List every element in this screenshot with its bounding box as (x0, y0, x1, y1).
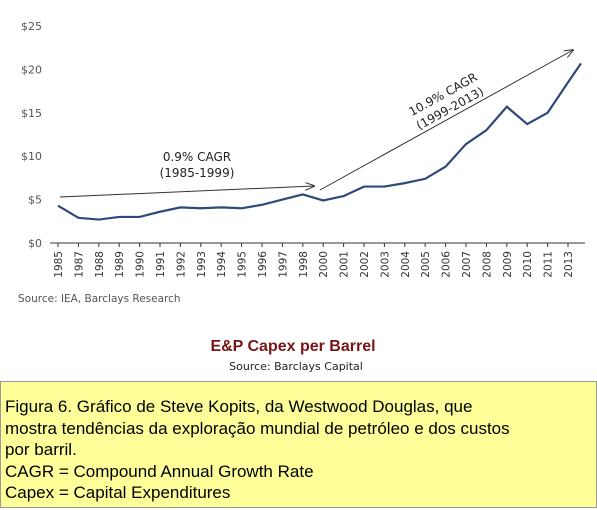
x-tick-label: 1991 (155, 251, 167, 278)
caption-line: por barril. (5, 440, 77, 459)
x-tick-label: 1992 (175, 251, 187, 278)
x-tick-label: 1988 (94, 251, 106, 278)
chart: 0.9% CAGR (1985-1999) 10.9% CAGR (1999-2… (18, 20, 585, 373)
x-tick-label: 2013 (563, 251, 575, 278)
caption-line: Figura 6. Gráfico de Steve Kopits, da We… (5, 397, 473, 416)
x-tick-label: 2010 (522, 251, 534, 278)
y-tick-label: $10 (21, 150, 42, 163)
x-tick-label: 2006 (441, 251, 453, 278)
x-tick-label: 2004 (400, 251, 412, 278)
y-tick-label: $20 (21, 63, 42, 76)
x-tick-label: 1995 (237, 251, 249, 278)
source: Source: IEA, Barclays Research (18, 293, 181, 305)
y-tick-label: $0 (28, 237, 42, 250)
caption-line: Capex = Capital Expenditures (5, 483, 231, 502)
annotation: 0.9% CAGR (163, 150, 231, 164)
arrow (319, 50, 573, 191)
x-tick-label: 2001 (339, 251, 351, 278)
x-tick-label: 2008 (481, 251, 493, 278)
x-tick-label: 1998 (298, 251, 310, 278)
x-tick-label: 1987 (73, 251, 85, 278)
x-tick-label: 1989 (114, 251, 126, 278)
x-tick-label: 1990 (135, 251, 147, 278)
y-tick-label: $25 (21, 20, 42, 33)
caption-box: Figura 6. Gráfico de Steve Kopits, da We… (0, 381, 597, 508)
arrow (59, 186, 314, 198)
x-tick-label: 2007 (461, 251, 473, 278)
y-tick-label: $5 (28, 194, 42, 207)
x-tick-label: 2009 (502, 251, 514, 278)
caption-line: CAGR = Compound Annual Growth Rate (5, 461, 314, 481)
chart-subtitle: Source: Barclays Capital (229, 360, 363, 373)
caption-line: mostra tendências da exploração mundial … (5, 418, 510, 438)
chart-title: E&P Capex per Barrel (210, 338, 375, 355)
x-tick-label: 1993 (196, 251, 208, 278)
y-tick-label: $15 (21, 107, 42, 120)
line (57, 62, 582, 221)
x-tick-label: 1997 (277, 251, 289, 278)
x-tick-label: 1996 (257, 251, 269, 278)
x-tick-label: 2002 (359, 251, 371, 278)
x-tick-label: 2003 (379, 251, 391, 278)
x-tick-label: 2005 (420, 251, 432, 278)
x-tick-label: 1994 (216, 251, 228, 278)
x-tick-label: 1985 (53, 251, 65, 278)
x-tick-label: 2011 (543, 251, 555, 278)
annotation: (1985-1999) (160, 166, 235, 180)
x-tick-label: 2000 (318, 251, 330, 278)
